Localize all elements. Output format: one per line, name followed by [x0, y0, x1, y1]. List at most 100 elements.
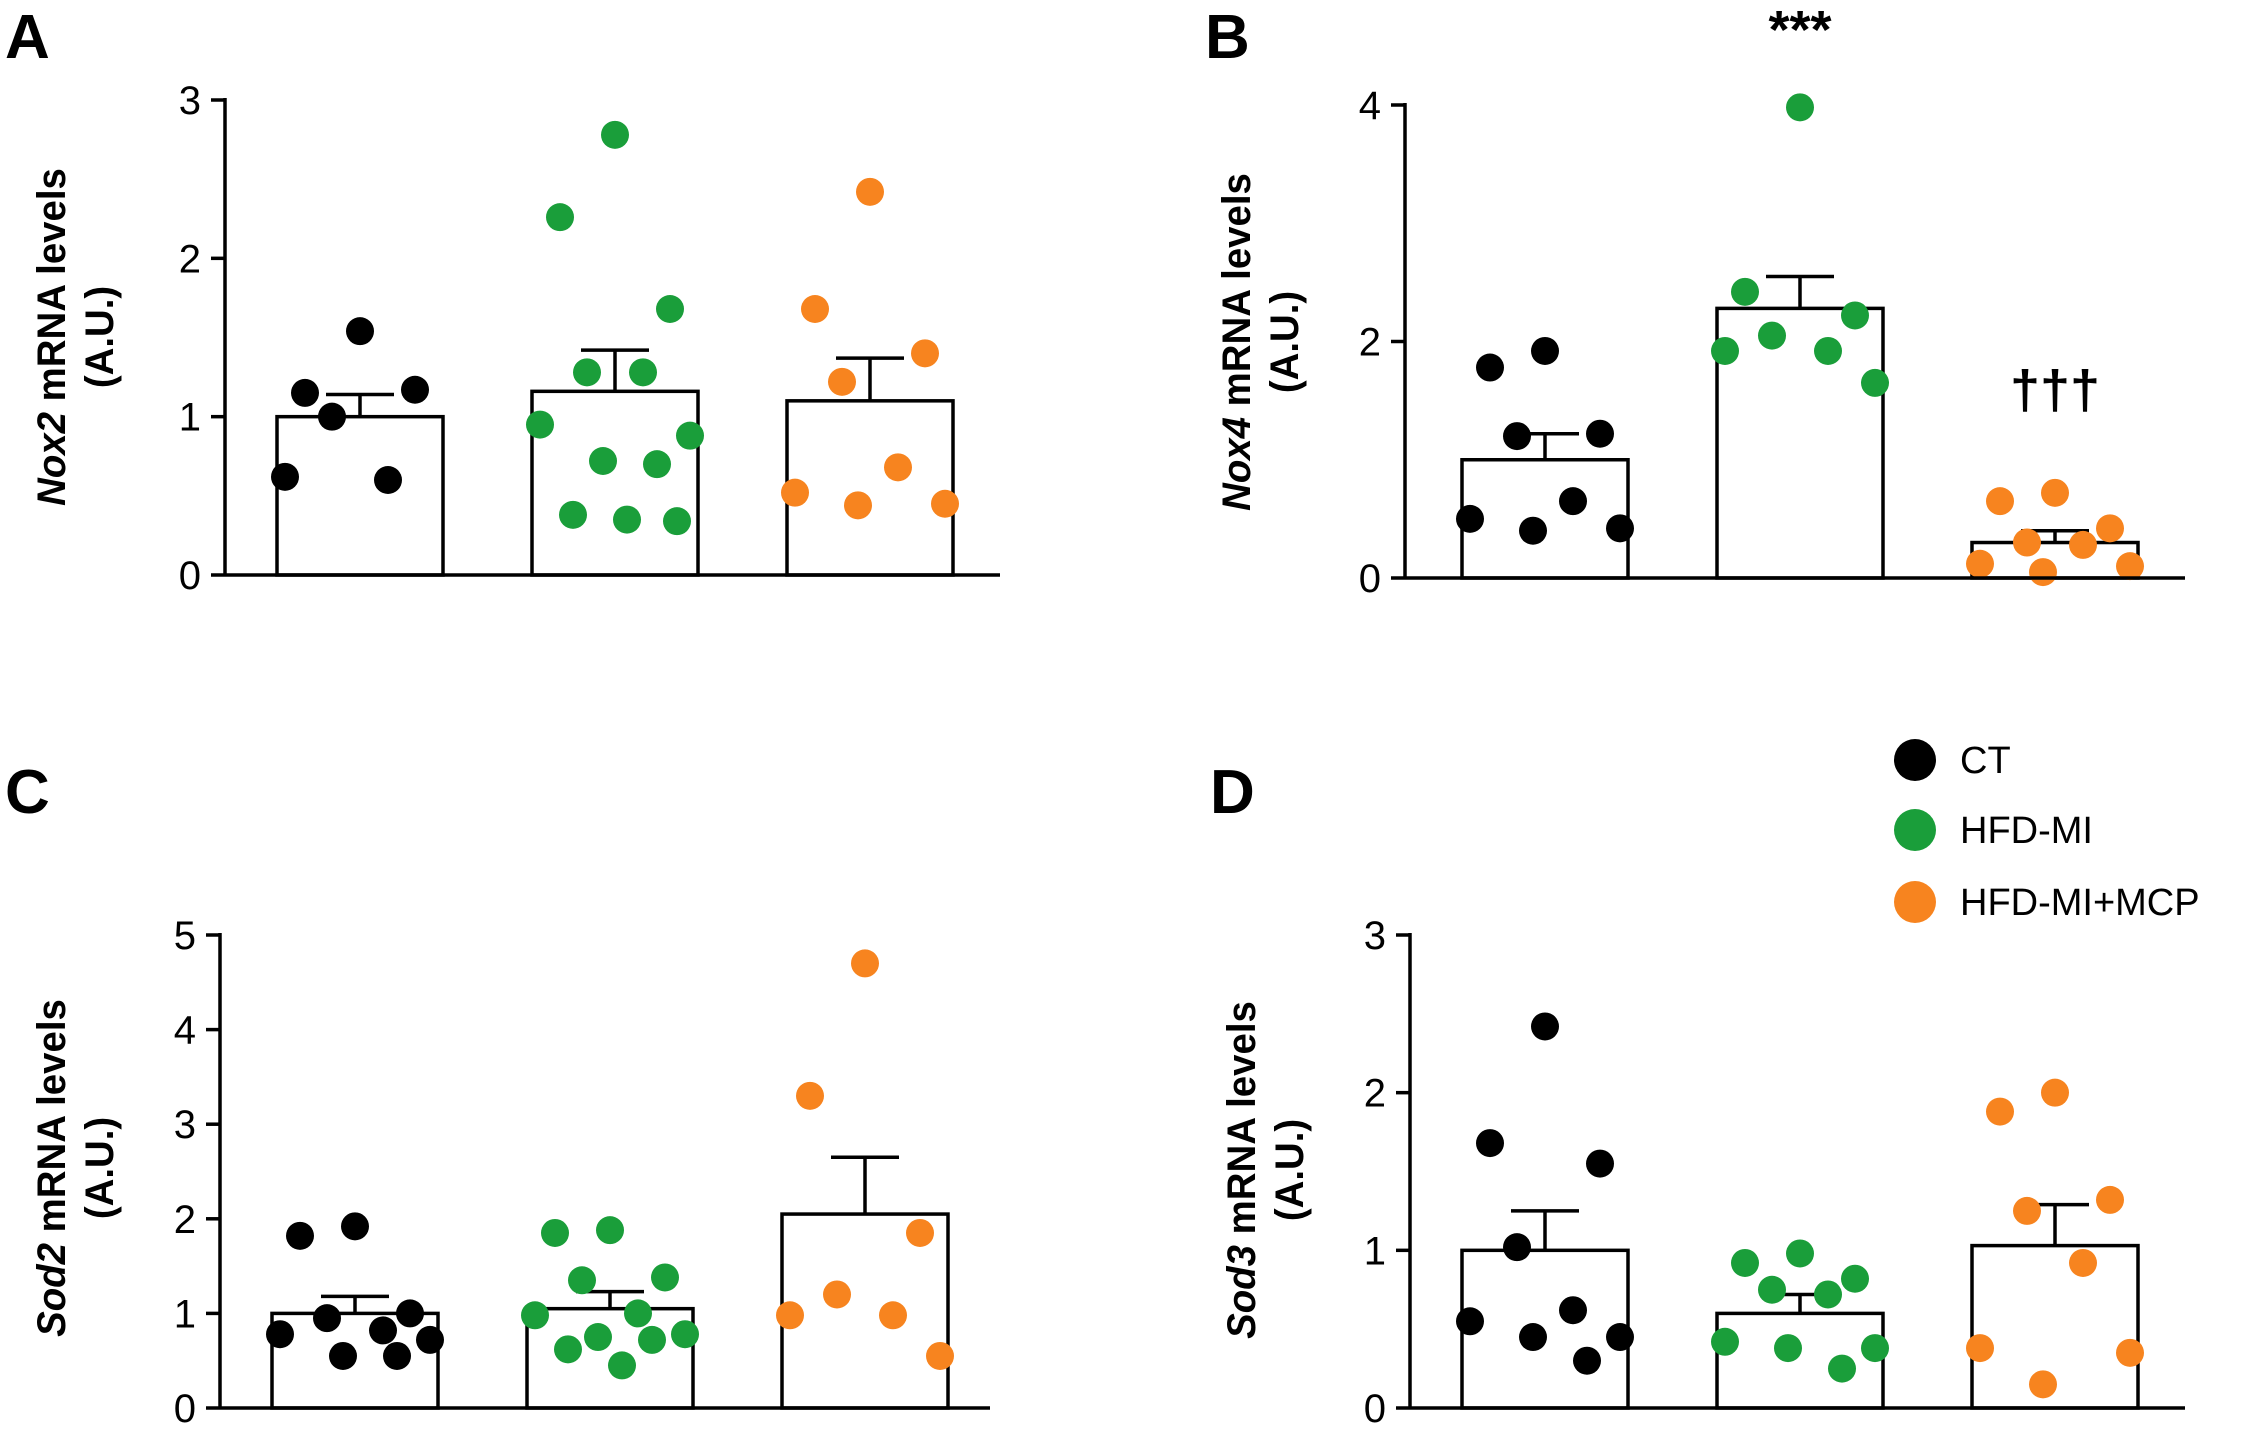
legend-label-hfd-mi: HFD-MI — [1960, 810, 2093, 852]
point-c-hfd-mi — [624, 1299, 652, 1328]
y-tick-label-a: 2 — [179, 237, 201, 281]
point-a-hfd-mi-mcp — [884, 453, 912, 482]
point-c-ct — [313, 1304, 341, 1333]
ylabel-unit-a: (A.U.) — [78, 286, 122, 388]
point-b-ct — [1503, 422, 1531, 451]
significance-b: ††† — [2010, 360, 2100, 420]
panel-b: B Nox4 mRNA levels (A.U.) 0 2 4 *** ††† — [1205, 0, 2185, 601]
point-c-hfd-mi — [651, 1263, 679, 1292]
point-a-ct — [401, 375, 429, 404]
point-a-hfd-mi-mcp — [844, 491, 872, 520]
point-c-hfd-mi-mcp — [906, 1218, 934, 1247]
point-a-hfd-mi — [656, 295, 684, 323]
ylabel-gene-a: Nox2 — [30, 412, 74, 506]
y-tick-label-c: 5 — [174, 914, 196, 958]
y-tick-label-b: 0 — [1359, 557, 1381, 601]
point-b-hfd-mi-mcp — [2029, 558, 2057, 587]
ylabel-gene-d: Sod3 — [1220, 1245, 1264, 1339]
point-a-hfd-mi — [601, 120, 629, 149]
panel-letter-a: A — [5, 3, 50, 72]
bar-a-ct — [275, 414, 445, 577]
point-c-hfd-mi — [608, 1351, 636, 1380]
point-d-ct — [1456, 1307, 1484, 1336]
point-a-hfd-mi-mcp — [801, 295, 829, 323]
point-a-hfd-mi — [629, 358, 657, 387]
point-c-ct — [266, 1320, 294, 1349]
point-a-ct — [271, 462, 299, 491]
point-b-hfd-mi — [1711, 336, 1739, 365]
panel-d: D Sod3 mRNA levels (A.U.) 0 1 2 3 — [1210, 758, 2185, 1430]
ylabel-a: Nox2 mRNA levels (A.U.) — [30, 168, 122, 506]
point-d-hfd-mi — [1731, 1248, 1759, 1277]
y-tick-label-a: 0 — [179, 554, 201, 598]
point-c-hfd-mi — [568, 1266, 596, 1295]
point-c-ct — [329, 1341, 357, 1370]
y-tick-label-d: 2 — [1364, 1072, 1386, 1116]
point-c-ct — [396, 1299, 424, 1328]
point-d-hfd-mi-mcp — [2013, 1196, 2041, 1225]
point-b-ct — [1586, 419, 1614, 448]
point-c-hfd-mi-mcp — [851, 949, 879, 978]
point-c-hfd-mi — [521, 1301, 549, 1330]
ylabel-unit-c: (A.U.) — [78, 1117, 122, 1219]
point-d-hfd-mi — [1786, 1239, 1814, 1268]
ylabel-gene-c: Sod2 — [30, 1243, 74, 1337]
ylabel-d: Sod3 mRNA levels (A.U.) — [1220, 1001, 1312, 1339]
y-tick-label-a: 3 — [179, 79, 201, 123]
point-b-hfd-mi-mcp — [1986, 487, 2014, 516]
bar-a-hfd-mi — [530, 389, 700, 577]
legend-marker-hfd-mi — [1894, 809, 1936, 851]
legend-label-hfd-mi-mcp: HFD-MI+MCP — [1960, 882, 2200, 924]
ylabel-unit-b: (A.U.) — [1263, 291, 1307, 393]
legend-marker-ct — [1894, 739, 1936, 781]
panel-letter-c: C — [5, 758, 50, 827]
point-c-hfd-mi — [596, 1216, 624, 1245]
y-tick-label-b: 2 — [1359, 321, 1381, 365]
point-d-hfd-mi-mcp — [2116, 1338, 2144, 1367]
point-a-hfd-mi — [546, 203, 574, 232]
y-tick-label-c: 4 — [174, 1009, 196, 1053]
point-b-ct — [1531, 336, 1559, 365]
point-c-ct — [369, 1316, 397, 1345]
point-b-hfd-mi — [1861, 368, 1889, 397]
point-d-hfd-mi-mcp — [1986, 1097, 2014, 1126]
legend-marker-hfd-mi-mcp — [1894, 881, 1936, 923]
point-a-hfd-mi-mcp — [828, 367, 856, 396]
point-c-hfd-mi — [554, 1335, 582, 1364]
y-tick-label-d: 0 — [1364, 1387, 1386, 1430]
panel-a: A Nox2 mRNA levels (A.U.) 0 1 2 3 — [5, 3, 1000, 598]
point-a-ct — [291, 378, 319, 407]
bar-d-ct — [1460, 1248, 1630, 1410]
bar-b-ct — [1460, 458, 1630, 580]
point-d-hfd-mi-mcp — [2096, 1185, 2124, 1214]
point-b-hfd-mi — [1786, 93, 1814, 122]
y-tick-label-a: 1 — [179, 396, 201, 440]
point-d-hfd-mi — [1828, 1354, 1856, 1383]
point-a-hfd-mi-mcp — [856, 177, 884, 206]
point-a-ct — [346, 317, 374, 346]
y-tick-label-c: 1 — [174, 1292, 196, 1336]
point-b-hfd-mi — [1731, 277, 1759, 306]
point-d-hfd-mi-mcp — [1966, 1334, 1994, 1363]
point-c-hfd-mi — [584, 1323, 612, 1352]
point-a-hfd-mi — [663, 507, 691, 536]
point-b-hfd-mi — [1814, 336, 1842, 365]
point-a-hfd-mi-mcp — [911, 339, 939, 368]
point-d-hfd-mi — [1841, 1264, 1869, 1293]
point-d-ct — [1573, 1346, 1601, 1375]
point-c-ct — [383, 1341, 411, 1370]
point-d-ct — [1559, 1296, 1587, 1325]
legend: CT HFD-MI HFD-MI+MCP — [1894, 739, 2200, 924]
point-b-hfd-mi-mcp — [2069, 530, 2097, 559]
point-a-hfd-mi — [676, 421, 704, 450]
point-a-hfd-mi — [559, 500, 587, 529]
y-tick-label-b: 4 — [1359, 84, 1381, 128]
point-b-hfd-mi-mcp — [2013, 528, 2041, 557]
point-a-ct — [318, 402, 346, 431]
point-b-ct — [1559, 487, 1587, 516]
y-tick-label-d: 3 — [1364, 914, 1386, 958]
bar-b-hfd-mi — [1715, 306, 1885, 580]
point-b-ct — [1476, 353, 1504, 382]
point-a-hfd-mi — [526, 410, 554, 439]
